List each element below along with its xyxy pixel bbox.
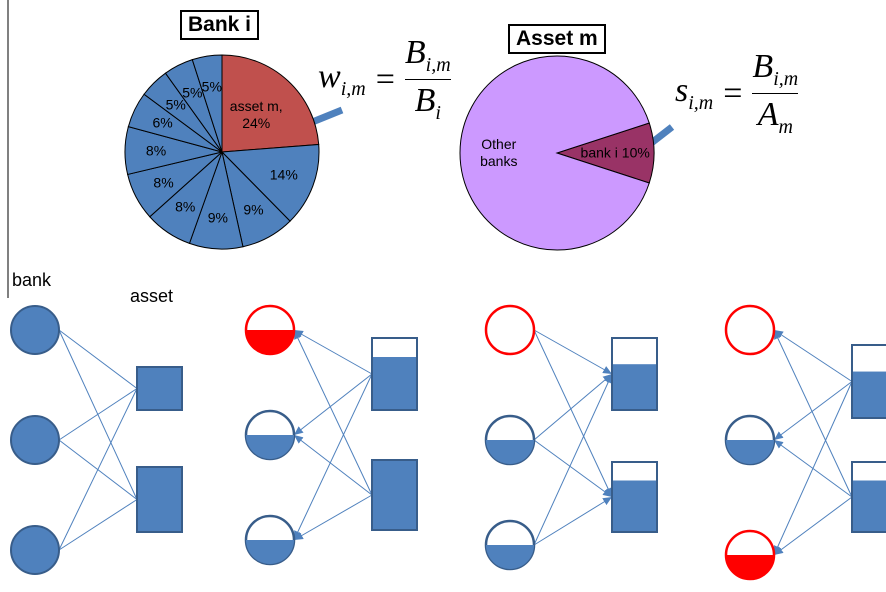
bank-fill [486,545,534,569]
edge [293,329,373,496]
bank-fill [246,435,294,459]
bank [10,415,60,465]
edge [533,439,613,498]
bank-fill [246,330,294,354]
pie-title: Bank i [180,10,260,40]
asset-empty [613,339,656,365]
subscript: i,m [773,68,799,90]
slice-label: asset m, 24% [229,97,283,131]
bank-fill [726,555,774,579]
edge [533,373,613,546]
bank-label: bank [12,270,52,290]
equals: = [723,74,743,112]
asset-empty [613,463,656,481]
bank [484,304,536,356]
pie-slice [459,55,650,251]
edge [773,381,853,441]
symbol: w [318,58,341,95]
symbol: s [675,72,689,109]
symbol: B [752,48,774,85]
slice-label: 8% [153,174,174,191]
symbol: B [414,82,436,119]
bank-fill [726,440,774,464]
slice-label: 6% [152,114,173,131]
asset [371,459,418,531]
pie-title: Asset m [508,24,606,54]
edge [533,329,613,498]
pie-slice [221,54,320,153]
edge [58,329,138,389]
slice-label: 5% [165,96,186,113]
edge [293,434,373,496]
subscript: i,m [688,92,714,114]
edge [293,494,373,541]
slice-label: 5% [182,84,203,101]
subscript: m [778,116,793,138]
edge [773,381,853,556]
asset [136,366,183,411]
pie-slice [220,143,320,222]
edge [58,499,138,551]
edge [533,329,613,375]
formula: si,m = Bi,m Am [675,48,799,139]
edge [293,329,373,375]
formula: wi,m = Bi,m Bi [318,34,451,125]
slice-label: 5% [201,78,222,95]
asset-empty [853,346,886,372]
asset-empty [373,339,416,357]
bank [10,305,60,355]
edge [58,388,138,441]
asset [136,466,183,533]
bank-fill [246,540,294,564]
subscript: i,m [340,78,366,100]
edge [293,373,373,436]
symbol: A [757,96,779,133]
asset-empty [853,463,886,481]
edge [773,329,853,382]
slice-label: Other banks [480,136,518,169]
slice-label: 9% [207,209,228,226]
edge [533,373,613,441]
asset-label: asset [130,286,174,306]
subscript: i,m [425,54,451,76]
edge [773,329,853,498]
edge [293,373,373,541]
slice-label: 8% [145,142,167,159]
bank-fill [486,440,534,464]
pie-slice [191,54,223,153]
bank [10,525,60,575]
edge [773,496,853,556]
slice-label: 9% [243,201,264,218]
bank [724,304,776,356]
subscript: i [435,102,441,124]
symbol: B [404,34,426,71]
equals: = [375,60,395,98]
edge [58,388,138,551]
edge [533,496,613,546]
slice-label: bank i 10% [580,144,650,161]
slice-label: 8% [175,198,196,215]
slice-label: 14% [269,166,298,183]
